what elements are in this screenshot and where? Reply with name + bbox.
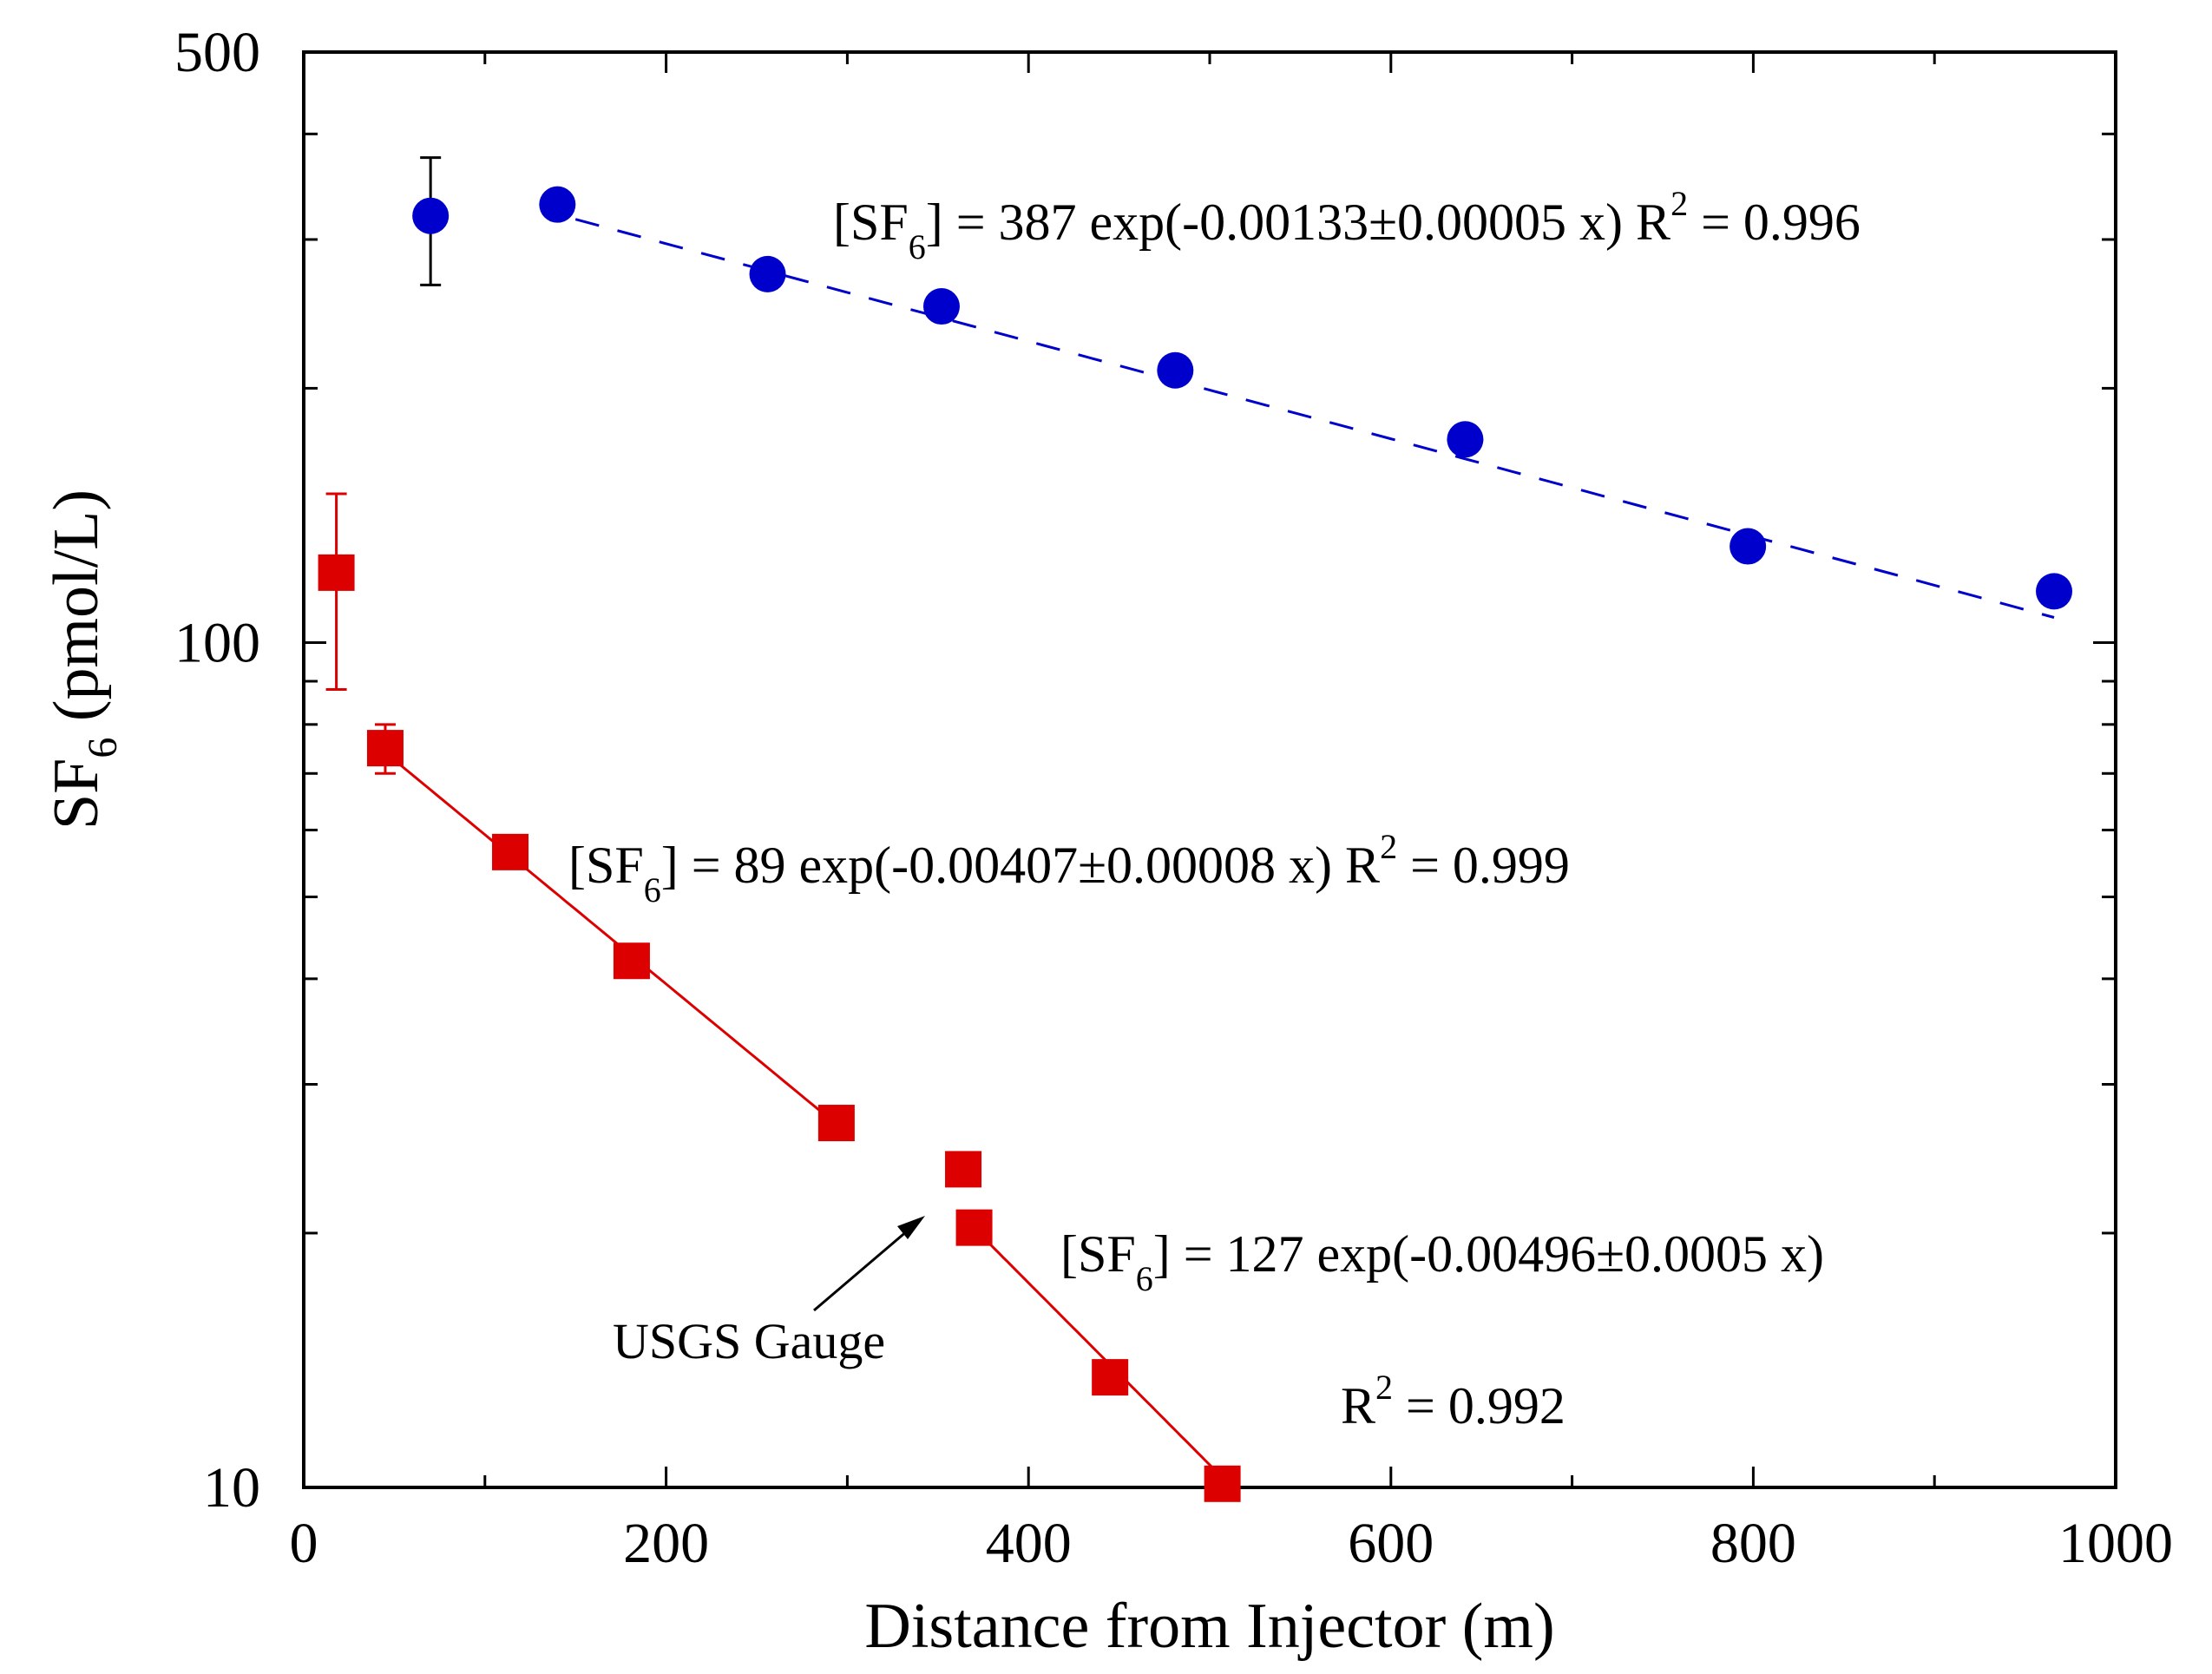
x-tick-label: 800 (1710, 1512, 1796, 1575)
red-fit-equation-2: [SF6] = 127 exp(-0.00496±0.0005 x) (1060, 1225, 1824, 1298)
red-point (945, 1151, 982, 1188)
blue-fit-line (574, 218, 2055, 619)
x-tick-label: 200 (623, 1512, 709, 1575)
y-axis-title: SF6 (pmol/L) (41, 489, 126, 830)
red-r2-tail: = 0.992 (1393, 1377, 1565, 1434)
x-tick-label: 1000 (2058, 1512, 2173, 1575)
blue-fit-equation: [SF6] = 387 exp(-0.00133±0.00005 x) R2 =… (833, 184, 1861, 266)
axis-ticks: 0 200 400 600 800 1000 10 100 500 (174, 21, 2173, 1575)
usgs-gauge-arrow-head (897, 1216, 925, 1239)
red-eq1-sub: 6 (644, 870, 661, 909)
red-eq2-post: ] = 127 exp(-0.00496±0.0005 x) (1153, 1225, 1824, 1283)
x-axis-title: Distance from Injector (m) (864, 1591, 1554, 1662)
blue-point (922, 288, 960, 325)
red-fit-line-2 (973, 1227, 1224, 1479)
blue-eq-tail: = 0.996 (1688, 194, 1861, 251)
x-tick-label: 600 (1348, 1512, 1434, 1575)
red-point (492, 833, 529, 870)
red-r2-pre: R (1341, 1377, 1375, 1434)
red-eq1-post: ] = 89 exp(-0.00407±0.00008 x) R (661, 837, 1380, 894)
blue-eq-sub: 6 (909, 227, 926, 266)
blue-eq-pre: [SF (833, 194, 909, 251)
fit-lines (384, 218, 2055, 1479)
red-fit-line-1 (384, 752, 837, 1126)
blue-point (1157, 351, 1194, 389)
red-r2-sup: 2 (1375, 1368, 1393, 1407)
red-fit-r2: R2 = 0.992 (1341, 1368, 1565, 1434)
blue-point (539, 186, 576, 223)
red-eq1-tail: = 0.999 (1397, 837, 1570, 894)
red-eq2-sub: 6 (1136, 1259, 1153, 1298)
blue-eq-post: ] = 387 exp(-0.00133±0.00005 x) R (926, 194, 1670, 251)
y-tick-label: 100 (174, 611, 260, 674)
blue-point (2036, 573, 2073, 610)
blue-point (749, 255, 786, 292)
red-fit-equation-1: [SF6] = 89 exp(-0.00407±0.00008 x) R2 = … (568, 827, 1570, 909)
y-axis-title-sub: 6 (80, 738, 126, 758)
red-point (817, 1105, 855, 1142)
usgs-gauge-arrow-shaft (813, 1229, 909, 1312)
usgs-gauge-label: USGS Gauge (613, 1313, 885, 1369)
red-eq1-sup: 2 (1380, 827, 1397, 866)
usgs-gauge-arrow (813, 1216, 925, 1312)
data-marks (318, 156, 2073, 1502)
red-point (366, 730, 404, 767)
red-point (613, 942, 650, 980)
red-point (955, 1209, 993, 1246)
blue-point (1730, 528, 1767, 565)
red-point (1092, 1359, 1129, 1396)
y-tick-label: 500 (174, 21, 260, 84)
blue-point (1447, 421, 1484, 458)
blue-eq-sup: 2 (1670, 184, 1688, 223)
y-tick-label: 10 (203, 1456, 260, 1520)
blue-point (412, 197, 450, 234)
x-tick-label: 0 (290, 1512, 318, 1575)
red-eq1-pre: [SF (568, 837, 644, 894)
x-tick-label: 400 (986, 1512, 1072, 1575)
y-axis-title-main: SF (41, 758, 112, 830)
red-point (318, 554, 355, 591)
red-point (1204, 1465, 1241, 1502)
red-eq2-pre: [SF (1060, 1225, 1136, 1283)
y-axis-title-units: (pmol/L) (41, 489, 112, 738)
